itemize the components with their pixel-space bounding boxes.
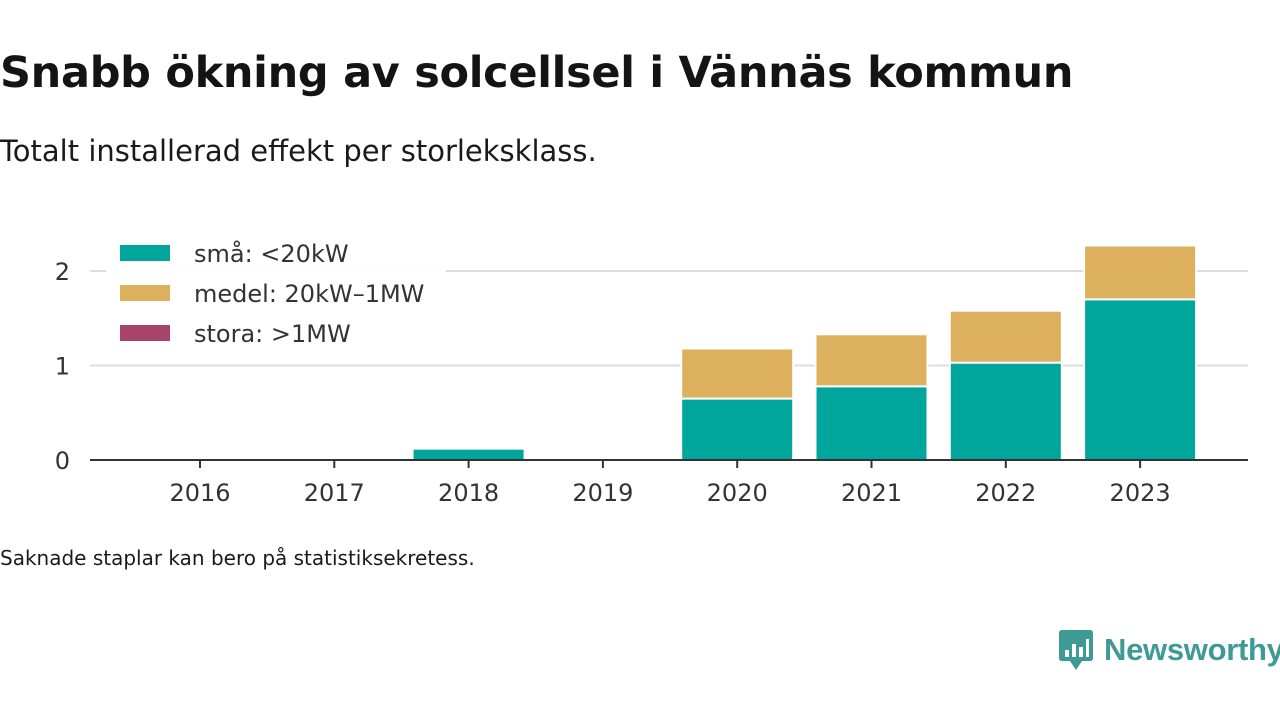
brand-name: Newsworthy bbox=[1104, 632, 1280, 667]
chart-subtitle: Totalt installerad effekt per storlekskl… bbox=[0, 134, 597, 168]
bar-segment bbox=[1083, 244, 1198, 301]
x-tick-label: 2022 bbox=[975, 479, 1036, 507]
chart-title: Snabb ökning av solcellsel i Vännäs komm… bbox=[0, 48, 1074, 98]
x-tick-label: 2017 bbox=[304, 479, 365, 507]
legend-swatch bbox=[120, 325, 170, 341]
newsworthy-logo[interactable]: Newsworthy bbox=[1058, 628, 1280, 672]
y-tick-label: 2 bbox=[55, 258, 70, 286]
bar-segment bbox=[814, 385, 929, 462]
legend: små: <20kW medel: 20kW–1MW stora: >1MW bbox=[106, 232, 446, 360]
legend-swatch bbox=[120, 245, 170, 261]
legend-label: små: <20kW bbox=[194, 239, 349, 268]
bar-segment bbox=[680, 397, 795, 462]
bar-segment bbox=[411, 447, 526, 462]
x-tick-label: 2020 bbox=[707, 479, 768, 507]
bar-segment bbox=[814, 333, 929, 388]
bar-segment bbox=[948, 309, 1063, 364]
x-tick-label: 2016 bbox=[169, 479, 230, 507]
newsworthy-logo-icon bbox=[1059, 630, 1093, 670]
legend-label: medel: 20kW–1MW bbox=[194, 280, 424, 308]
x-tick-label: 2018 bbox=[438, 479, 499, 507]
x-tick-label: 2023 bbox=[1110, 479, 1171, 507]
legend-label: stora: >1MW bbox=[194, 320, 351, 348]
y-tick-label: 1 bbox=[55, 353, 70, 381]
bar-segment bbox=[1083, 298, 1198, 461]
footnote: Saknade staplar kan bero på statistiksek… bbox=[0, 546, 475, 570]
bar-segment bbox=[948, 361, 1063, 462]
bar-segment bbox=[680, 347, 795, 400]
bar-chart: 0 1 2 2016 2017 2018 2019 2020 2021 2022 2023 små… bbox=[55, 232, 1248, 507]
y-axis-ticks: 0 1 2 bbox=[55, 258, 70, 475]
x-tick-label: 2019 bbox=[572, 479, 633, 507]
y-tick-label: 0 bbox=[55, 447, 70, 475]
legend-swatch bbox=[120, 285, 170, 301]
bars bbox=[277, 244, 1198, 462]
x-tick-label: 2021 bbox=[841, 479, 902, 507]
x-axis-ticks: 2016 2017 2018 2019 2020 2021 2022 2023 bbox=[169, 460, 1171, 507]
